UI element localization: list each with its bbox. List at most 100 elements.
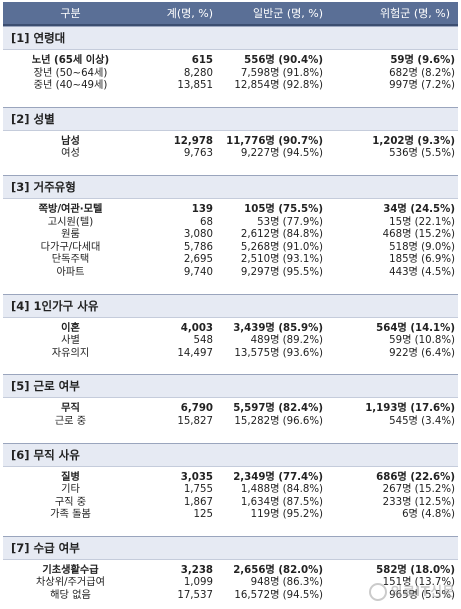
section-gap	[3, 98, 458, 107]
table-row: 기타 1,755 1,488명 (84.8%) 267명 (15.2%)	[3, 484, 458, 497]
section-rows: 이혼 4,003 3,439명 (85.9%) 564명 (14.1%) 사별 548 48…	[3, 318, 458, 366]
row-risk: 59명 (9.6%)	[390, 55, 455, 66]
row-label: 무직	[61, 403, 80, 415]
table-row: 장년 (50~64세) 8,280 7,598명 (91.8%) 682명 (8.2%…	[3, 68, 458, 81]
table-row: 여성 9,763 9,227명 (94.5%) 536명 (5.5%)	[3, 148, 458, 161]
row-total: 3,035	[180, 471, 213, 483]
table-row: 쪽방/여관·모텔 139 105명 (75.5%) 34명 (24.5%)	[3, 204, 458, 217]
row-label: 기초생활수급	[42, 564, 99, 576]
table-row: 근로 중 15,827 15,282명 (96.6%) 545명 (3.4%)	[3, 416, 458, 429]
row-total: 1,755	[183, 484, 213, 496]
row-risk: 682명 (8.2%)	[389, 67, 455, 79]
row-total: 8,280	[183, 67, 213, 79]
row-total: 6,790	[180, 403, 213, 415]
header-general: 일반군 (명, %)	[252, 7, 323, 20]
row-risk: 15명 (22.1%)	[389, 216, 455, 228]
row-general: 105명 (75.5%)	[244, 203, 323, 215]
row-general: 119명 (95.2%)	[250, 509, 323, 521]
row-general: 948명 (86.3%)	[250, 577, 323, 589]
row-risk: 468명 (15.2%)	[382, 229, 455, 241]
row-total: 615	[191, 55, 213, 66]
table-row: 중년 (40~49세) 13,851 12,854명 (92.8%) 997명 (7.…	[3, 80, 458, 93]
row-risk: 518명 (9.0%)	[389, 241, 455, 253]
row-total: 3,080	[183, 229, 213, 241]
row-risk: 34명 (24.5%)	[383, 203, 455, 215]
section-title: [3] 거주유형	[3, 174, 458, 199]
section-title: [7] 수급 여부	[3, 535, 458, 560]
section-rows: 쪽방/여관·모텔 139 105명 (75.5%) 34명 (24.5%) 고시원(텔)…	[3, 199, 458, 285]
row-general: 15,282명 (96.6%)	[234, 415, 323, 427]
section: [3] 거주유형 쪽방/여관·모텔 139 105명 (75.5%) 34명 (24.5…	[3, 174, 458, 285]
row-total: 3,238	[180, 564, 213, 576]
watermark: 의료IT신문	[369, 581, 455, 601]
row-risk: 267명 (15.2%)	[382, 484, 455, 496]
row-total: 2,695	[183, 254, 213, 266]
header-total: 계(명, %)	[166, 7, 213, 20]
row-total: 4,003	[180, 322, 213, 334]
row-risk: 6명 (4.8%)	[402, 509, 455, 521]
table-row: 고시원(텔) 68 53명 (77.9%) 15명 (22.1%)	[3, 217, 458, 230]
watermark-logo-icon	[369, 583, 388, 601]
row-general: 9,227명 (94.5%)	[240, 148, 323, 160]
table-header: 구분 계(명, %) 일반군 (명, %) 위험군 (명, %)	[3, 2, 458, 26]
row-label: 구직 중	[54, 496, 87, 508]
row-label: 자유의지	[51, 347, 90, 359]
section-gap	[3, 365, 458, 374]
row-label: 쪽방/여관·모텔	[38, 203, 103, 215]
row-risk: 59명 (10.8%)	[389, 335, 455, 347]
row-label: 원룸	[61, 229, 80, 241]
table-row: 질병 3,035 2,349명 (77.4%) 686명 (22.6%)	[3, 472, 458, 485]
row-risk: 1,193명 (17.6%)	[365, 403, 455, 415]
row-risk: 185명 (6.9%)	[389, 254, 455, 266]
row-general: 13,575명 (93.6%)	[234, 347, 323, 359]
row-general: 2,656명 (82.0%)	[233, 564, 323, 576]
section-title: [6] 무직 사유	[3, 442, 458, 467]
row-total: 9,740	[183, 266, 213, 278]
row-risk: 536명 (5.5%)	[389, 148, 455, 160]
header-category: 구분	[60, 7, 81, 20]
table-row: 이혼 4,003 3,439명 (85.9%) 564명 (14.1%)	[3, 323, 458, 336]
row-total: 17,537	[177, 590, 213, 602]
table-row: 남성 12,978 11,776명 (90.7%) 1,202명 (9.3%)	[3, 136, 458, 149]
row-total: 125	[193, 509, 213, 521]
table-row: 사별 548 489명 (89.2%) 59명 (10.8%)	[3, 335, 458, 348]
section-title: [5] 근로 여부	[3, 374, 458, 399]
row-label: 아파트	[56, 266, 85, 278]
table-row: 단독주택 2,695 2,510명 (93.1%) 185명 (6.9%)	[3, 254, 458, 267]
row-label: 노년 (65세 이상)	[31, 55, 110, 66]
row-risk: 151명 (13.7%)	[382, 577, 455, 589]
section-rows: 노년 (65세 이상) 615 556명 (90.4%) 59명 (9.6%) 장년 (…	[3, 50, 458, 98]
section-rows: 질병 3,035 2,349명 (77.4%) 686명 (22.6%) 기타 1,755…	[3, 467, 458, 527]
row-general: 12,854명 (92.8%)	[234, 80, 323, 92]
header-risk: 위험군 (명, %)	[379, 7, 450, 20]
row-total: 68	[200, 216, 213, 228]
table-row: 기초생활수급 3,238 2,656명 (82.0%) 582명 (18.0%)	[3, 565, 458, 578]
row-label: 가족 돌봄	[50, 509, 91, 521]
row-label: 장년 (50~64세)	[33, 67, 108, 79]
row-risk: 582명 (18.0%)	[376, 564, 455, 576]
section-gap	[3, 434, 458, 443]
statistics-table: 구분 계(명, %) 일반군 (명, %) 위험군 (명, %) [1] 연령대…	[3, 2, 458, 608]
row-general: 16,572명 (94.5%)	[234, 590, 323, 602]
row-risk: 233명 (12.5%)	[382, 496, 455, 508]
table-row: 자유의지 14,497 13,575명 (93.6%) 922명 (6.4%)	[3, 348, 458, 361]
row-general: 556명 (90.4%)	[244, 55, 323, 66]
row-general: 2,510명 (93.1%)	[240, 254, 323, 266]
row-risk: 1,202명 (9.3%)	[372, 135, 455, 147]
row-risk: 997명 (7.2%)	[389, 80, 455, 92]
row-label: 사별	[61, 335, 80, 347]
table-row: 구직 중 1,867 1,634명 (87.5%) 233명 (12.5%)	[3, 497, 458, 510]
row-label: 질병	[61, 471, 80, 483]
row-total: 1,099	[183, 577, 213, 589]
section-title: [1] 연령대	[3, 26, 458, 50]
table-row: 무직 6,790 5,597명 (82.4%) 1,193명 (17.6%)	[3, 403, 458, 416]
row-label: 여성	[61, 148, 80, 160]
row-label: 다가구/다세대	[40, 241, 101, 253]
table-row: 가족 돌봄 125 119명 (95.2%) 6명 (4.8%)	[3, 509, 458, 522]
row-general: 53명 (77.9%)	[257, 216, 323, 228]
row-general: 7,598명 (91.8%)	[240, 67, 323, 79]
row-total: 1,867	[183, 496, 213, 508]
row-label: 남성	[61, 135, 80, 147]
row-risk: 686명 (22.6%)	[376, 471, 455, 483]
table-row: 차상위/주거급여 1,099 948명 (86.3%) 151명 (13.7%)	[3, 577, 458, 590]
